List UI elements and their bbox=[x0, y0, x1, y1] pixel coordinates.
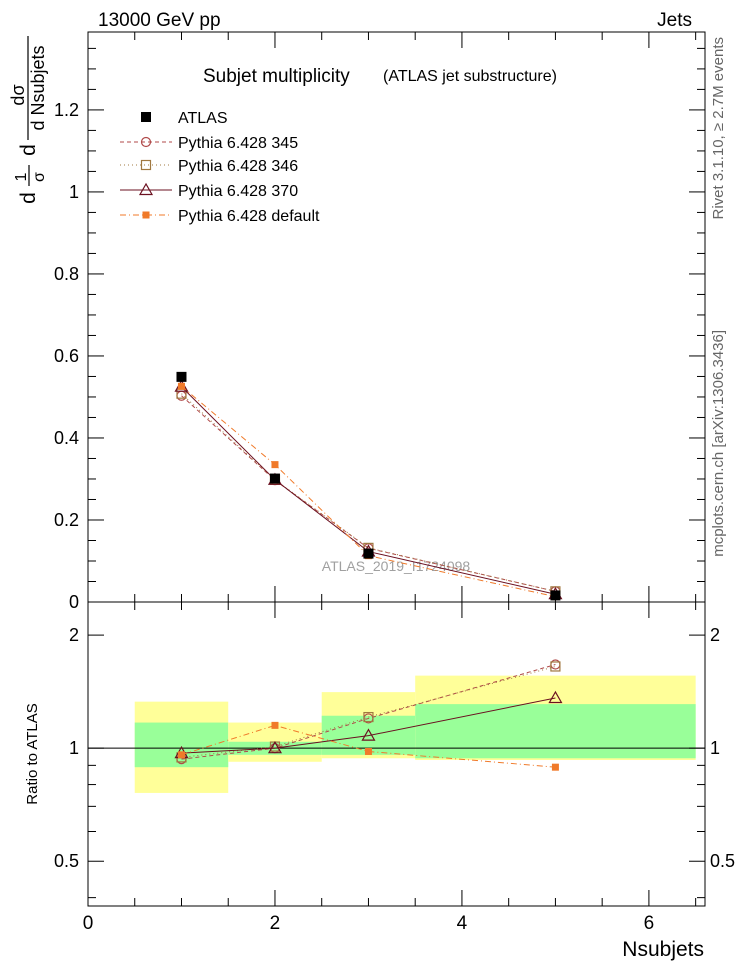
legend-label-atlas: ATLAS bbox=[178, 110, 228, 127]
legend-marker-0 bbox=[140, 136, 152, 148]
ratio-line-1 bbox=[181, 666, 556, 758]
ylabel-mid: d bbox=[17, 144, 40, 156]
legend-label-370: Pythia 6.428 370 bbox=[178, 183, 298, 200]
x-axis-label: Nsubjets bbox=[622, 938, 704, 961]
legend-marker-atlas bbox=[141, 112, 151, 122]
main-ytick-1: 1 bbox=[69, 182, 79, 202]
ylabel-frac1-den: σ bbox=[31, 172, 48, 182]
legend-marker-1 bbox=[140, 159, 152, 171]
atlas-point-3 bbox=[550, 590, 561, 601]
main-series bbox=[174, 371, 563, 601]
ratio-band-inner-3 bbox=[415, 704, 696, 759]
ratio-1-point-2 bbox=[363, 711, 374, 723]
ratio-ytick-right-2: 2 bbox=[710, 625, 720, 645]
series-line-0 bbox=[181, 395, 556, 592]
ylabel-prefix: d bbox=[17, 192, 40, 204]
chart-subtitle: (ATLAS jet substructure) bbox=[383, 68, 557, 85]
ratio-y-tick-labels: 0.5 1 2 0.5 1 2 bbox=[54, 625, 735, 871]
ylabel-frac2-den: d Nsubjets bbox=[28, 45, 48, 130]
ratio-ylabel: Ratio to ATLAS bbox=[24, 703, 41, 804]
main-ytick-0.4: 0.4 bbox=[54, 428, 79, 448]
ratio-2-point-3 bbox=[548, 690, 563, 704]
ratio-line-2 bbox=[181, 697, 556, 754]
ratio-3-point-0 bbox=[177, 751, 185, 759]
ratio-3-point-1 bbox=[271, 721, 279, 729]
legend-marker-2 bbox=[138, 182, 154, 196]
xtick-4: 4 bbox=[457, 913, 468, 934]
series-3-point-0 bbox=[177, 382, 185, 390]
series-line-3 bbox=[181, 385, 556, 598]
atlas-point-0 bbox=[176, 371, 187, 382]
ratio-ytick-right-0.5: 0.5 bbox=[710, 851, 735, 871]
xtick-6: 6 bbox=[644, 913, 655, 934]
main-ytick-0.6: 0.6 bbox=[54, 346, 79, 366]
legend-marker-3 bbox=[142, 211, 150, 219]
main-ytick-0: 0 bbox=[69, 592, 79, 612]
ratio-ytick-2: 2 bbox=[69, 625, 79, 645]
series-3-point-1 bbox=[271, 461, 279, 469]
x-tick-labels: 0 2 4 6 bbox=[83, 913, 654, 934]
ylabel-frac1-num: 1 bbox=[13, 172, 30, 181]
legend: ATLAS Pythia 6.428 345 Pythia 6.428 346 … bbox=[120, 110, 320, 225]
axis-ticks bbox=[87, 32, 705, 906]
main-ytick-0.2: 0.2 bbox=[54, 510, 79, 530]
xtick-0: 0 bbox=[83, 913, 94, 934]
ratio-ytick-0.5: 0.5 bbox=[54, 851, 79, 871]
ratio-line-3 bbox=[181, 724, 556, 768]
ratio-ytick-right-1: 1 bbox=[710, 738, 720, 758]
xtick-2: 2 bbox=[270, 913, 281, 934]
ratio-series bbox=[174, 659, 563, 771]
ratio-ytick-1: 1 bbox=[69, 738, 79, 758]
series-line-2 bbox=[181, 386, 556, 595]
ratio-1-point-3 bbox=[550, 661, 561, 672]
rivet-label: Rivet 3.1.10, ≥ 2.7M events bbox=[710, 37, 727, 220]
main-ytick-1.2: 1.2 bbox=[54, 100, 79, 120]
ratio-band-inner-0 bbox=[134, 722, 229, 768]
main-ytick-0.8: 0.8 bbox=[54, 264, 79, 284]
main-y-tick-labels: 0 0.2 0.4 0.6 0.8 1 1.2 bbox=[54, 100, 79, 612]
watermark: ATLAS_2019_I1724098 bbox=[322, 558, 471, 574]
chart-title: Subjet multiplicity bbox=[203, 66, 350, 87]
main-ylabel: d 1 σ d dσ d Nsubjets bbox=[8, 36, 48, 204]
atlas-point-1 bbox=[269, 473, 280, 484]
energy-label: 13000 GeV pp bbox=[98, 10, 221, 31]
ratio-2-point-1 bbox=[267, 740, 283, 754]
ratio-3-point-3 bbox=[551, 763, 559, 771]
series-line-1 bbox=[181, 393, 556, 592]
legend-label-default: Pythia 6.428 default bbox=[178, 208, 320, 225]
atlas-point-2 bbox=[363, 548, 374, 559]
ratio-2-point-2 bbox=[361, 728, 376, 741]
ratio-3-point-2 bbox=[364, 747, 372, 755]
legend-label-346: Pythia 6.428 346 bbox=[178, 158, 298, 175]
ratio-line-0 bbox=[181, 664, 556, 760]
process-label: Jets bbox=[657, 10, 692, 31]
ratio-frame bbox=[87, 601, 706, 907]
ylabel-frac2-num: dσ bbox=[8, 84, 28, 105]
ratio-bands bbox=[88, 675, 705, 793]
mcplots-label: mcplots.cern.ch [arXiv:1306.3436] bbox=[710, 330, 727, 557]
legend-label-345: Pythia 6.428 345 bbox=[178, 135, 298, 152]
